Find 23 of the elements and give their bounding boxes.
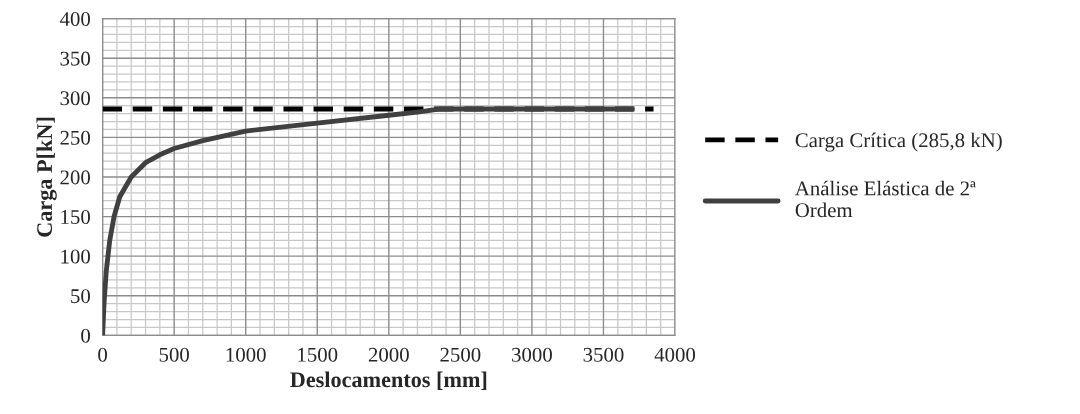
line-series: [102, 106, 635, 336]
x-axis-title: Deslocamentos [mm]: [290, 371, 487, 390]
x-tick-label: 500: [159, 347, 189, 362]
y-tick-label: 0: [81, 328, 90, 343]
x-tick-label: 1000: [226, 347, 266, 362]
x-tick-label: 1500: [298, 347, 338, 362]
y-tick-label: 200: [60, 170, 90, 185]
y-tick-label: 150: [61, 209, 90, 225]
x-tick-label: 2000: [368, 347, 409, 362]
x-tick-label: 2500: [440, 347, 481, 362]
x-tick-label: 4000: [654, 347, 696, 362]
legend-label: Análise Elástica de 2ª Ordem: [794, 180, 976, 218]
x-tick-label: 3500: [583, 347, 624, 362]
x-tick-label: 0: [98, 347, 108, 362]
y-tick-label: 250: [60, 130, 90, 145]
y-tick-label: 100: [61, 249, 90, 264]
legend-label: Carga Crítica (285,8 kN): [795, 132, 1002, 152]
y-axis-title: Carga P[kN]: [36, 117, 57, 237]
y-tick-label: 300: [60, 91, 90, 106]
y-tick-label: 50: [71, 289, 90, 304]
y-tick-label: 350: [60, 51, 90, 66]
y-tick-label: 400: [59, 12, 90, 27]
x-tick-label: 3000: [512, 347, 552, 362]
